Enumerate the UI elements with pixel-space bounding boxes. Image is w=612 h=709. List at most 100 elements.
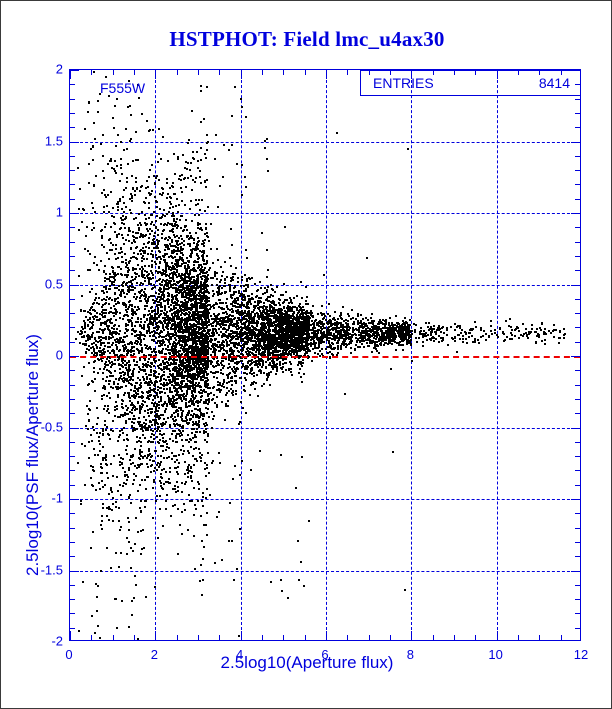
y-tick-minor <box>575 527 580 529</box>
y-tick-minor <box>70 170 75 172</box>
y-tick-minor <box>70 484 75 486</box>
x-tick-label: 0 <box>65 647 72 662</box>
x-tick-major <box>326 70 327 79</box>
y-tick-major <box>571 284 580 286</box>
x-tick-major <box>70 631 71 640</box>
y-tick-minor <box>575 98 580 100</box>
y-tick-label: -0.5 <box>25 419 63 434</box>
x-tick-minor <box>134 635 135 640</box>
y-tick-label: -1 <box>25 491 63 506</box>
y-tick-minor <box>575 84 580 86</box>
y-tick-label: -1.5 <box>25 562 63 577</box>
y-tick-minor <box>70 527 75 529</box>
y-tick-major <box>571 356 580 357</box>
x-tick-minor <box>454 635 455 640</box>
x-tick-minor <box>219 635 221 640</box>
x-tick-minor <box>198 635 199 640</box>
y-tick-minor <box>575 556 580 558</box>
x-tick-major <box>240 70 242 79</box>
y-tick-major <box>571 213 580 214</box>
x-tick-minor <box>347 635 349 640</box>
y-tick-minor <box>575 484 580 486</box>
x-tick-minor <box>198 70 199 75</box>
y-tick-major <box>70 427 79 429</box>
y-tick-label: 1 <box>25 205 63 220</box>
y-tick-minor <box>575 584 580 586</box>
y-tick-minor <box>70 584 75 586</box>
x-tick-major <box>326 631 327 640</box>
y-tick-minor <box>575 441 580 443</box>
y-tick-minor <box>70 112 75 114</box>
plot-frame: F555W ENTRIES 8414 <box>69 69 581 641</box>
x-tick-major <box>496 70 498 79</box>
x-tick-major <box>240 631 242 640</box>
x-axis-title: 2.5log10(Aperture flux) <box>1 653 612 673</box>
x-tick-minor <box>368 635 370 640</box>
y-tick-minor <box>70 384 75 386</box>
x-tick-major <box>155 70 157 79</box>
y-tick-minor <box>575 627 580 629</box>
y-tick-minor <box>575 227 580 229</box>
y-tick-minor <box>70 398 75 400</box>
y-tick-minor <box>575 255 580 257</box>
x-tick-major <box>496 631 498 640</box>
y-tick-major <box>571 427 580 429</box>
y-tick-minor <box>70 270 75 272</box>
y-tick-minor <box>70 327 75 329</box>
x-tick-major <box>411 70 413 79</box>
x-tick-minor <box>304 70 306 75</box>
y-tick-minor <box>575 413 580 415</box>
y-tick-minor <box>70 241 75 243</box>
page-title: HSTPHOT: Field lmc_u4ax30 <box>1 27 612 52</box>
y-tick-minor <box>575 313 580 315</box>
y-tick-minor <box>575 384 580 386</box>
y-tick-major <box>70 70 79 71</box>
x-tick-minor <box>475 635 477 640</box>
legend-entries-value: 8414 <box>539 75 580 91</box>
gridline-vertical <box>411 70 413 640</box>
y-axis-title: 2.5log10(PSF flux/Aperture flux) <box>23 334 43 576</box>
y-tick-minor <box>575 112 580 114</box>
x-tick-minor <box>560 635 562 640</box>
y-tick-minor <box>70 599 75 601</box>
x-tick-minor <box>518 635 519 640</box>
x-tick-minor <box>219 70 221 75</box>
y-tick-minor <box>70 456 75 458</box>
x-tick-minor <box>262 70 263 75</box>
filter-label: F555W <box>100 80 145 96</box>
y-tick-minor <box>70 198 75 200</box>
y-tick-major <box>70 141 79 143</box>
y-tick-minor <box>70 227 75 229</box>
x-tick-major <box>411 631 413 640</box>
y-tick-minor <box>575 613 580 615</box>
gridline-horizontal <box>70 427 580 429</box>
y-tick-minor <box>70 313 75 315</box>
y-tick-major <box>571 499 580 500</box>
gridline-horizontal <box>70 570 580 572</box>
x-tick-label: 6 <box>321 647 328 662</box>
y-tick-minor <box>70 627 75 629</box>
y-tick-minor <box>575 513 580 515</box>
x-tick-major <box>155 631 157 640</box>
y-tick-minor <box>70 370 75 372</box>
y-tick-minor <box>70 155 75 157</box>
y-tick-minor <box>70 298 75 300</box>
y-tick-minor <box>70 541 75 543</box>
y-tick-minor <box>575 127 580 129</box>
y-tick-minor <box>575 370 580 372</box>
y-tick-minor <box>575 327 580 329</box>
zero-line <box>70 356 580 358</box>
y-tick-minor <box>70 184 75 186</box>
plot-area: F555W ENTRIES 8414 <box>70 70 580 640</box>
y-tick-minor <box>575 456 580 458</box>
y-tick-minor <box>70 341 75 343</box>
x-tick-minor <box>539 70 541 75</box>
y-tick-label: -2 <box>25 634 63 649</box>
y-tick-minor <box>575 241 580 243</box>
x-tick-minor <box>112 635 114 640</box>
y-tick-minor <box>70 84 75 86</box>
x-tick-minor <box>304 635 306 640</box>
x-tick-label: 10 <box>488 647 502 662</box>
y-tick-major <box>70 570 79 572</box>
y-tick-minor <box>575 298 580 300</box>
